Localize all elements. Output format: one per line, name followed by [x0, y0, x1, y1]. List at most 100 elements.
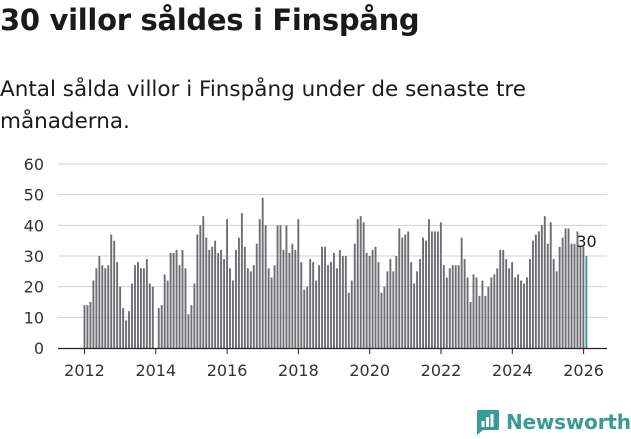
bar: [517, 274, 520, 348]
bar: [264, 225, 267, 348]
x-tick-label: 2014: [135, 361, 176, 380]
bar: [552, 259, 555, 348]
x-tick-label: 2022: [421, 361, 462, 380]
bar: [211, 246, 214, 348]
bar: [436, 231, 439, 348]
bar: [202, 216, 205, 348]
x-tick-label: 2018: [278, 361, 319, 380]
bar: [196, 234, 199, 348]
bar: [398, 228, 401, 348]
bar: [119, 286, 122, 348]
bar: [321, 246, 324, 348]
bar: [160, 305, 163, 348]
bar: [395, 256, 398, 348]
bar: [371, 249, 374, 348]
bar: [208, 249, 211, 348]
bar: [226, 219, 228, 348]
bar: [511, 262, 514, 348]
bar: [347, 292, 350, 348]
bar: [125, 320, 128, 348]
bar: [142, 268, 145, 348]
bar: [232, 280, 234, 348]
bar: [561, 237, 564, 348]
bar: [531, 240, 534, 348]
bar: [86, 305, 89, 348]
last-value-label: 30: [576, 232, 596, 251]
bar: [478, 295, 481, 348]
x-tick-label: 2026: [563, 361, 604, 380]
bar: [279, 225, 282, 348]
bar: [392, 271, 395, 348]
bar: [190, 305, 193, 348]
bar: [448, 268, 451, 348]
bar: [585, 256, 588, 348]
bar: [131, 283, 133, 348]
bar: [499, 249, 502, 348]
bar: [237, 237, 240, 348]
bar: [558, 246, 561, 348]
y-tick-label: 0: [34, 339, 44, 358]
bar: [466, 277, 469, 348]
bar: [416, 271, 419, 348]
x-tick-label: 2020: [349, 361, 390, 380]
bar: [151, 286, 154, 348]
bar: [243, 246, 246, 348]
y-tick-label: 20: [24, 278, 44, 297]
bar: [193, 283, 196, 348]
bar: [101, 265, 104, 348]
bar: [95, 268, 98, 348]
bar: [582, 246, 585, 348]
bar: [457, 265, 460, 348]
brand-name: Newsworthy: [506, 410, 631, 434]
bar: [166, 280, 169, 348]
bar: [493, 274, 496, 348]
bar: [529, 259, 531, 348]
bar: [431, 231, 433, 348]
bar: [341, 256, 344, 348]
bar: [303, 289, 306, 348]
bar: [487, 286, 490, 348]
bar: [365, 252, 368, 348]
bar: [419, 259, 422, 348]
bar: [128, 311, 130, 348]
y-tick-label: 50: [24, 186, 44, 205]
bar: [294, 249, 297, 348]
bar: [496, 268, 499, 348]
bar: [285, 225, 288, 348]
bar: [401, 237, 404, 348]
bar: [318, 265, 321, 348]
y-tick-label: 60: [24, 155, 44, 174]
bar: [508, 268, 511, 348]
bar: [309, 259, 312, 348]
bar: [333, 252, 335, 348]
bar: [537, 231, 540, 348]
bar: [350, 280, 353, 348]
bar: [389, 259, 392, 348]
bar: [359, 216, 362, 348]
x-tick-label: 2016: [207, 361, 248, 380]
bar: [534, 234, 537, 348]
bar: [261, 197, 264, 348]
bar: [107, 265, 110, 348]
bar: [229, 268, 231, 348]
bar: [383, 286, 386, 348]
bar: [110, 234, 113, 348]
bar: [148, 283, 151, 348]
bar: [184, 268, 187, 348]
y-tick-label: 10: [24, 308, 44, 327]
bar: [425, 240, 427, 348]
bar: [258, 219, 261, 348]
bar: [113, 240, 116, 348]
bar: [546, 243, 549, 348]
bar: [92, 280, 95, 348]
bar: [178, 265, 181, 348]
bar: [300, 262, 303, 348]
bar: [288, 252, 291, 348]
bar: [404, 234, 407, 348]
bar: [134, 265, 136, 348]
bar: [240, 213, 243, 348]
bar: [469, 302, 472, 348]
bar: [543, 216, 546, 348]
bar: [255, 243, 258, 348]
bar: [306, 286, 309, 348]
